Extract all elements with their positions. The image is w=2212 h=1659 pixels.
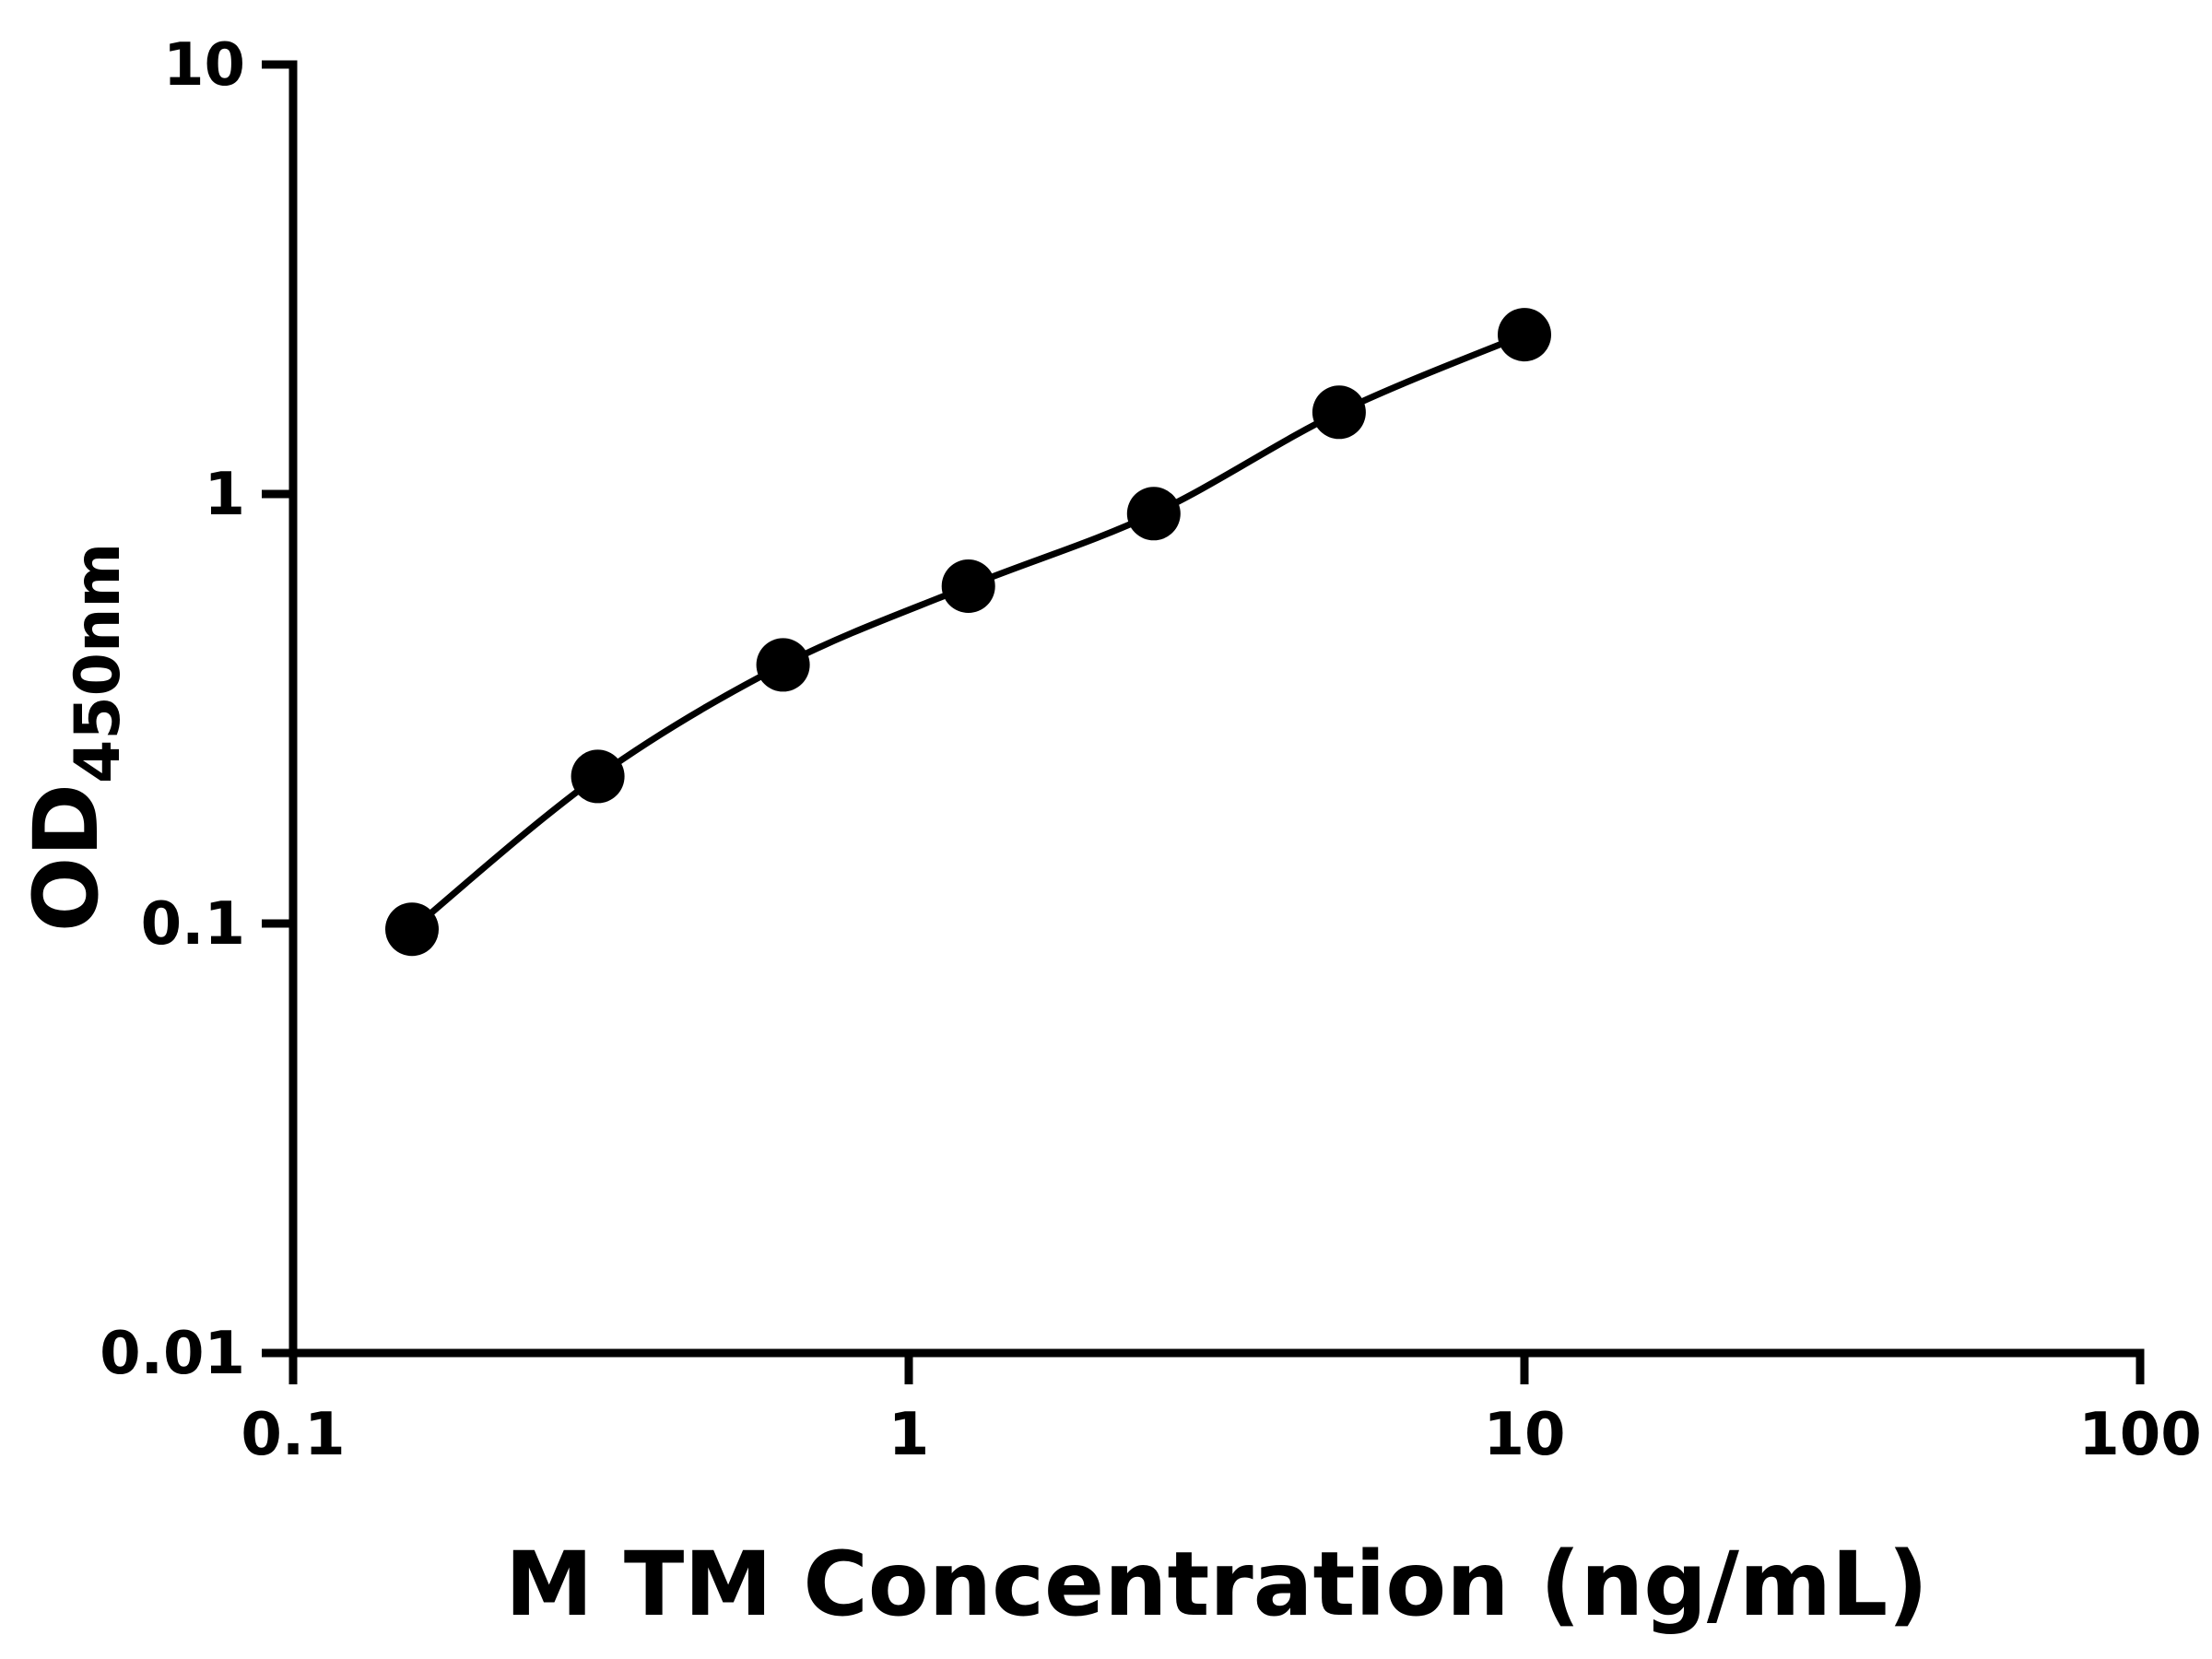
y-tick-label: 0.1 xyxy=(141,890,245,959)
x-tick-label: 100 xyxy=(2078,1401,2202,1469)
data-point xyxy=(385,902,439,957)
x-tick-label: 1 xyxy=(888,1401,930,1469)
y-tick-label: 0.01 xyxy=(100,1320,245,1388)
x-tick-label: 10 xyxy=(1483,1401,1565,1469)
y-tick-label: 10 xyxy=(163,31,245,100)
y-tick-label: 1 xyxy=(204,461,245,529)
x-axis-title: M TM Concentration (ng/mL) xyxy=(505,1533,1928,1636)
plot-area: 0.1 1 10 100 0.01 0.1 1 10 xyxy=(100,31,2202,1469)
data-point xyxy=(1498,308,1551,362)
data-point xyxy=(571,749,625,804)
data-point xyxy=(941,559,995,613)
data-point xyxy=(1312,385,1366,440)
data-point xyxy=(756,638,810,692)
x-tick-label: 0.1 xyxy=(241,1401,345,1469)
y-axis-title-subscript: 450nm xyxy=(62,543,135,783)
y-axis-title: OD450nm xyxy=(15,543,135,933)
data-point xyxy=(1126,487,1181,541)
y-axis-title-main: OD xyxy=(15,783,118,932)
